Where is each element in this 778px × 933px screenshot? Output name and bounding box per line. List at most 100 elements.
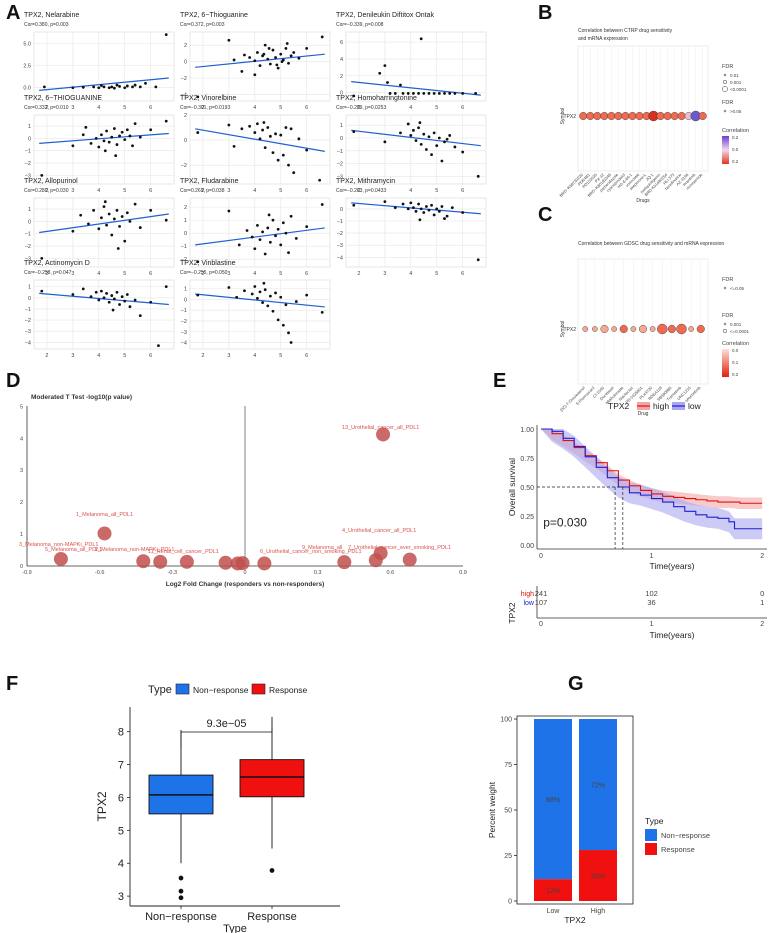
x-tick-label: 4 [253, 353, 256, 359]
data-point [274, 234, 277, 238]
km-x-tick: 2 [760, 553, 764, 560]
data-point [399, 83, 402, 87]
x-tick-label: -0.3 [168, 570, 177, 576]
bar-segment-nonresponse [534, 719, 572, 880]
volcano-point [179, 554, 194, 569]
data-point [125, 293, 129, 296]
data-point [114, 154, 118, 158]
x-tick-label: 6 [461, 271, 464, 277]
data-point [443, 217, 446, 220]
data-point [427, 135, 431, 139]
risk-count: 0 [760, 589, 764, 598]
legend-fdr2-label: <=0.0001 [730, 329, 750, 334]
scatter-title: TPX2, Fludarabine [180, 178, 238, 185]
risk-count: 102 [645, 589, 658, 598]
data-point [281, 153, 285, 157]
data-point [422, 211, 426, 214]
data-point [120, 215, 124, 218]
data-point [424, 205, 428, 208]
data-point [294, 236, 298, 240]
data-point [256, 223, 259, 227]
x-tick-label: 3 [383, 105, 386, 111]
data-point [40, 289, 44, 293]
data-point [256, 122, 259, 126]
corr-colorbar [722, 349, 729, 377]
bubble [688, 326, 694, 332]
data-point [112, 127, 116, 130]
bubble [614, 111, 623, 120]
data-point [414, 209, 418, 213]
x-tick-label: 0.3 [314, 570, 322, 576]
data-point [422, 132, 426, 136]
bubble-ylabel: Symbol [560, 321, 566, 338]
box-legend-key-nonresponse [175, 683, 190, 695]
bubble [593, 111, 602, 120]
significance-bracket [180, 726, 273, 749]
y-tick-label: −3 [25, 173, 31, 179]
y-tick-label: 4 [340, 57, 343, 63]
volcano-title: Moderated T Test -log10(p value) [31, 394, 132, 401]
x-tick-label: 3 [227, 105, 230, 111]
data-point [92, 208, 96, 212]
y-tick-label: −2 [181, 257, 187, 263]
data-point [81, 133, 85, 137]
legend-size-circle [723, 322, 727, 326]
panel-b-ctrp-bubble: Correlation between CTRP drug sensitivit… [558, 28, 749, 204]
scatter-area [190, 115, 330, 184]
corr-colorbar [722, 136, 729, 164]
data-point [406, 122, 410, 126]
data-point [419, 207, 423, 211]
x-tick-label: 3 [71, 271, 74, 277]
bubble [656, 111, 665, 120]
bar-legend-key-response [645, 843, 657, 855]
data-point [118, 134, 121, 138]
data-point [262, 281, 266, 285]
data-point [100, 84, 103, 87]
scatter-frame [33, 197, 175, 268]
km-y-tick: 0.50 [520, 485, 534, 492]
y-tick-label: 0 [184, 231, 187, 237]
data-point [253, 59, 257, 63]
y-tick-label: −1 [25, 149, 31, 155]
y-tick-label: 0 [28, 136, 31, 142]
bubble [677, 111, 686, 120]
data-point [71, 229, 75, 233]
data-point [253, 247, 257, 251]
bar-segment-response [579, 850, 617, 901]
y-tick-label: 0 [28, 296, 31, 302]
box-y-tick: 4 [118, 858, 124, 870]
box-legend-key-response [251, 683, 266, 695]
data-point [138, 85, 142, 89]
volcano-point [368, 553, 383, 568]
data-point [118, 85, 121, 88]
x-tick-label: 5 [435, 105, 438, 111]
data-point [263, 146, 267, 150]
y-tick-label: −4 [181, 92, 187, 98]
y-tick-label: 1 [28, 124, 31, 130]
data-point [115, 83, 119, 87]
scatter-area [190, 198, 330, 267]
data-point [243, 289, 246, 293]
data-point [227, 38, 231, 42]
data-point [227, 209, 231, 213]
x-tick-label: 5 [123, 271, 126, 277]
data-point [240, 70, 244, 73]
data-point [271, 151, 275, 155]
volcano-point-label: 9_Melanoma_all [302, 545, 342, 551]
risk-x-tick: 2 [760, 621, 764, 628]
data-point [417, 92, 420, 95]
data-point [437, 209, 441, 213]
bubble-xlabel: Drug [638, 411, 649, 417]
data-point [94, 290, 98, 294]
data-point [412, 92, 415, 95]
data-point [285, 42, 289, 45]
box-outlier [178, 895, 184, 901]
box-iqr [239, 759, 305, 798]
volcano-point-label: 13_Urothelial_cancer_all_PDL1 [342, 425, 419, 431]
bar-x-tick: Low [547, 908, 561, 915]
data-point [227, 123, 231, 127]
data-point [128, 134, 132, 138]
bubble [592, 326, 598, 332]
